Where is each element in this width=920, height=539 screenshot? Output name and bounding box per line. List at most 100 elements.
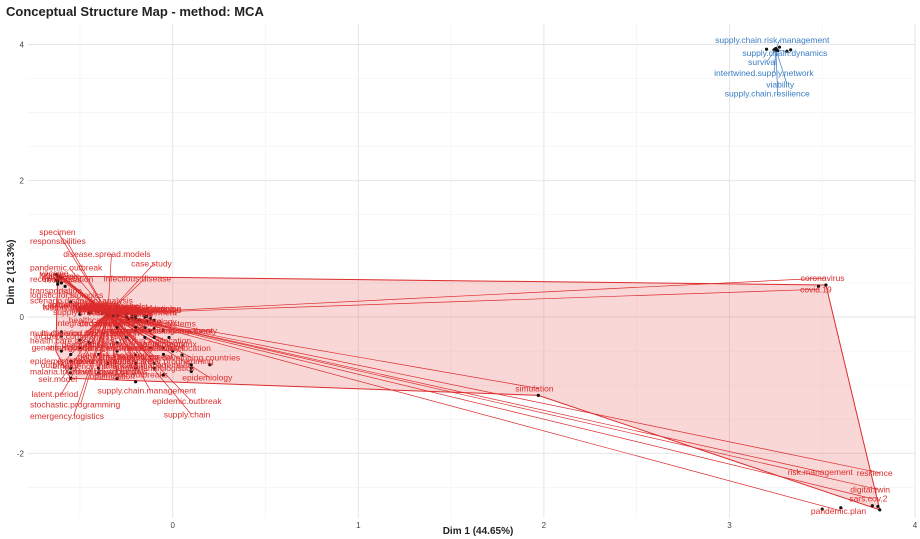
data-point [109, 309, 114, 313]
point-label: stackelberg.game [77, 304, 144, 314]
data-labels: supply.chain.risk.management supply.chain… [30, 35, 893, 516]
data-point [69, 371, 73, 375]
point-label: demand [118, 305, 149, 315]
label-segment [98, 313, 109, 372]
y-tick-label: -2 [17, 449, 25, 458]
data-point [772, 48, 776, 52]
data-point [115, 376, 119, 380]
label-segment [64, 279, 109, 314]
point-label: supply.chain.management [98, 386, 197, 396]
data-point [69, 300, 73, 304]
data-point [87, 341, 91, 345]
cluster-centroid [105, 311, 110, 316]
point-label: emergency.response [57, 356, 136, 366]
point-label: transportation [30, 285, 82, 295]
point-label: influenza.pandemic [50, 300, 124, 310]
point-label: supply.chain.management [53, 307, 152, 317]
point-label: scheduling [113, 306, 154, 316]
data-point [161, 329, 166, 333]
point-label: non.cooperative.game.theory [107, 325, 218, 335]
label-segment [107, 306, 127, 314]
label-segment [88, 313, 109, 337]
label-segment [68, 267, 109, 314]
label-segment [775, 49, 788, 85]
data-point [145, 320, 149, 324]
point-label: h7n9 [117, 325, 136, 335]
point-label: time.series.data [99, 351, 159, 361]
label-segment [107, 313, 136, 362]
point-label: health.care [120, 316, 162, 326]
point-label: epidemic.outbreaks [94, 370, 168, 380]
point-label: integrated.models [56, 318, 124, 328]
data-point [789, 48, 793, 52]
data-point [96, 352, 101, 357]
data-point [96, 371, 101, 375]
data-point [134, 361, 138, 365]
point-label: epidemic.response.management [90, 325, 214, 335]
point-label: international.agencies [48, 342, 131, 352]
data-point [776, 48, 780, 53]
label-segment [107, 278, 146, 314]
point-label: option.contract [92, 302, 148, 312]
y-axis-label: Dim 2 (13.3%) [6, 239, 17, 304]
data-point [189, 363, 193, 367]
data-point [124, 335, 128, 340]
point-label: decision.support.systems [71, 304, 166, 314]
label-segment [107, 253, 112, 314]
label-segment [57, 277, 108, 314]
point-label: supply.chain [164, 410, 211, 420]
point-label: poultry.meat [127, 351, 174, 361]
data-point [878, 508, 882, 512]
point-label: intertwined.supply.network [714, 68, 814, 78]
label-segment [107, 313, 192, 415]
data-point [134, 314, 138, 318]
point-label: healthcare.management [98, 360, 190, 370]
data-point [148, 316, 153, 320]
data-point [148, 346, 153, 350]
point-label: health.care [110, 356, 152, 366]
point-label: recommendation [30, 274, 94, 284]
label-segment [73, 313, 109, 416]
data-point [126, 318, 130, 322]
data-point [69, 359, 73, 363]
point-label: game.theory [138, 339, 186, 349]
point-label: outbreaks [41, 360, 78, 370]
label-segment [57, 231, 109, 314]
point-label: deteriorating.jobs [87, 308, 152, 318]
label-segment [107, 313, 118, 345]
point-label: epidemiology [182, 373, 233, 383]
data-point [167, 335, 171, 340]
point-label: resource.allocation [120, 336, 192, 346]
data-point [59, 349, 64, 353]
grid [28, 24, 916, 518]
label-segment [107, 313, 841, 512]
data-point [102, 309, 106, 314]
data-point [78, 312, 82, 316]
point-label: optimization [89, 371, 135, 381]
data-point [189, 366, 193, 370]
point-label: viability [766, 79, 795, 89]
point-label: public.policy [106, 309, 153, 319]
data-point [63, 284, 67, 288]
point-label: vaccine.production [104, 305, 175, 315]
label-segment [107, 313, 880, 474]
data-point [78, 309, 82, 314]
data-point [115, 341, 119, 345]
data-point [820, 507, 824, 511]
data-point [143, 326, 147, 330]
point-label: epidemic.outbreak [152, 396, 222, 406]
label-segment [107, 313, 878, 490]
data-point [111, 314, 115, 318]
data-point [536, 393, 540, 397]
point-label: health.care.operations [30, 336, 114, 346]
data-point [124, 311, 128, 316]
data-point [171, 349, 175, 353]
data-point [161, 352, 166, 357]
label-segment [107, 313, 118, 356]
point-label: mixed.integer.non.linear.programming [71, 356, 213, 366]
data-point [777, 45, 782, 49]
data-point [134, 319, 138, 323]
point-label: decentralized.logistics.systems [79, 319, 196, 329]
point-label: network.modeling [80, 350, 147, 360]
